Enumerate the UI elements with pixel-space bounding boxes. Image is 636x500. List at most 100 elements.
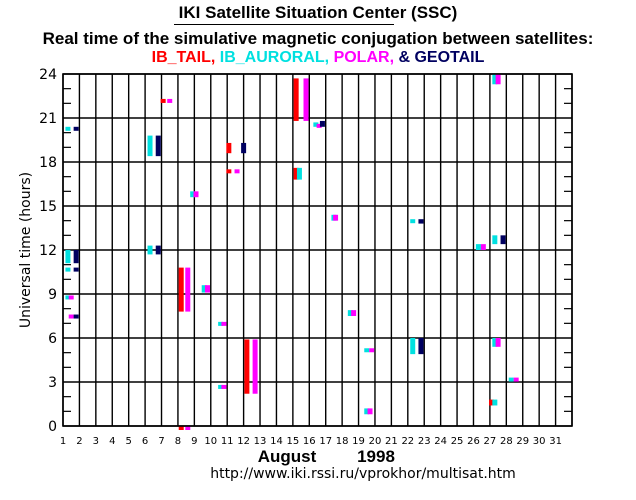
data-interval bbox=[68, 314, 74, 319]
data-interval bbox=[500, 235, 506, 245]
x-tick-label: 17 bbox=[319, 436, 332, 447]
data-interval bbox=[167, 98, 173, 103]
x-tick-label: 6 bbox=[142, 436, 148, 447]
data-interval bbox=[241, 142, 247, 154]
x-tick-label: 20 bbox=[369, 436, 382, 447]
series-polar bbox=[68, 74, 519, 430]
series-ib-auroral bbox=[65, 74, 514, 415]
data-interval bbox=[221, 384, 227, 389]
data-interval bbox=[492, 338, 498, 347]
data-interval bbox=[221, 321, 227, 326]
data-interval bbox=[68, 295, 74, 300]
data-interval bbox=[369, 348, 375, 353]
data-interval bbox=[65, 267, 71, 272]
data-interval bbox=[252, 339, 258, 394]
data-interval bbox=[313, 122, 319, 127]
data-interval bbox=[178, 426, 184, 430]
x-tick-label: 28 bbox=[500, 436, 513, 447]
data-interval bbox=[218, 384, 224, 389]
data-interval bbox=[155, 135, 161, 157]
data-interval bbox=[495, 74, 501, 85]
data-interval bbox=[226, 142, 232, 154]
x-tick-label: 10 bbox=[204, 436, 217, 447]
data-interval bbox=[147, 135, 153, 157]
y-axis-ticks: 0 3 6 9 12 15 18 21 24 bbox=[39, 67, 572, 435]
y-tick-label: 9 bbox=[48, 287, 57, 303]
chart-subtitle: Real time of the simulative magnetic con… bbox=[42, 29, 594, 48]
grid bbox=[62, 73, 573, 427]
data-interval bbox=[418, 219, 424, 224]
x-tick-label: 2 bbox=[76, 436, 82, 447]
x-tick-label: 7 bbox=[158, 436, 164, 447]
data-interval bbox=[367, 408, 373, 415]
title-underline bbox=[174, 24, 394, 25]
y-tick-label: 21 bbox=[39, 111, 57, 127]
plot-border bbox=[62, 73, 573, 427]
x-tick-label: 3 bbox=[93, 436, 99, 447]
y-tick-label: 6 bbox=[48, 331, 57, 347]
data-interval bbox=[296, 167, 302, 180]
y-tick-label: 12 bbox=[39, 243, 57, 259]
y-tick-label: 18 bbox=[39, 155, 57, 171]
x-tick-label: 9 bbox=[191, 436, 197, 447]
data-interval bbox=[418, 338, 424, 355]
data-interval bbox=[155, 245, 161, 255]
data-interval bbox=[495, 338, 501, 347]
x-axis-label-year: 1998 bbox=[357, 447, 395, 466]
x-tick-label: 4 bbox=[109, 436, 115, 447]
plot-frame bbox=[62, 73, 573, 427]
series-geotail bbox=[73, 120, 506, 355]
data-interval bbox=[333, 214, 339, 221]
data-interval bbox=[185, 426, 191, 430]
x-tick-label: 24 bbox=[434, 436, 447, 447]
data-interval bbox=[204, 285, 210, 293]
x-tick-label: 18 bbox=[336, 436, 349, 447]
x-tick-label: 1 bbox=[60, 436, 66, 447]
x-tick-label: 11 bbox=[221, 436, 234, 447]
x-tick-label: 25 bbox=[451, 436, 464, 447]
legend-polar: POLAR, bbox=[333, 49, 399, 66]
data-interval bbox=[347, 310, 353, 316]
x-axis-ticks: 1 2 3 4 5 6 7 8 9 10 11 12 13 14 15 16 17 18 19 20 21 22 23 24 2… bbox=[60, 436, 562, 447]
data-interval bbox=[364, 408, 370, 415]
data-interval bbox=[185, 267, 191, 312]
data-interval bbox=[480, 244, 486, 250]
data-interval bbox=[492, 399, 498, 406]
x-tick-label: 27 bbox=[484, 436, 497, 447]
data-interval bbox=[226, 169, 232, 174]
data-interval bbox=[73, 250, 79, 264]
data-interval bbox=[316, 123, 322, 128]
x-tick-label: 5 bbox=[125, 436, 131, 447]
data-marks bbox=[65, 74, 519, 430]
x-tick-label: 16 bbox=[303, 436, 316, 447]
y-axis-label: Universal time (hours) bbox=[18, 172, 34, 328]
data-interval bbox=[65, 250, 71, 264]
y-tick-label: 24 bbox=[39, 67, 57, 83]
data-interval bbox=[160, 98, 166, 103]
x-tick-label: 13 bbox=[254, 436, 267, 447]
data-interval bbox=[293, 167, 299, 180]
data-interval bbox=[65, 295, 71, 300]
data-interval bbox=[73, 126, 79, 131]
data-interval bbox=[508, 377, 514, 382]
y-tick-label: 15 bbox=[39, 199, 57, 215]
footer-url[interactable]: http://www.iki.rssi.ru/vprokhor/multisat… bbox=[210, 466, 516, 482]
data-interval bbox=[492, 235, 498, 245]
data-interval bbox=[218, 321, 224, 326]
data-interval bbox=[244, 339, 250, 394]
legend-ib-auroral: IB_AURORAL, bbox=[219, 49, 334, 66]
data-interval bbox=[234, 169, 240, 174]
x-tick-label: 19 bbox=[352, 436, 365, 447]
data-interval bbox=[410, 219, 416, 224]
x-axis-label-month: August bbox=[258, 447, 317, 466]
x-tick-label: 29 bbox=[516, 436, 529, 447]
data-interval bbox=[351, 310, 357, 316]
data-interval bbox=[364, 348, 370, 353]
legend-ib-tail: IB_TAIL, bbox=[151, 49, 220, 66]
data-interval bbox=[178, 267, 184, 312]
data-interval bbox=[319, 120, 325, 127]
data-interval bbox=[513, 377, 519, 382]
page-title: IKI Satellite Situation Center (SSC) bbox=[178, 3, 458, 22]
series-ib-tail bbox=[160, 78, 495, 430]
